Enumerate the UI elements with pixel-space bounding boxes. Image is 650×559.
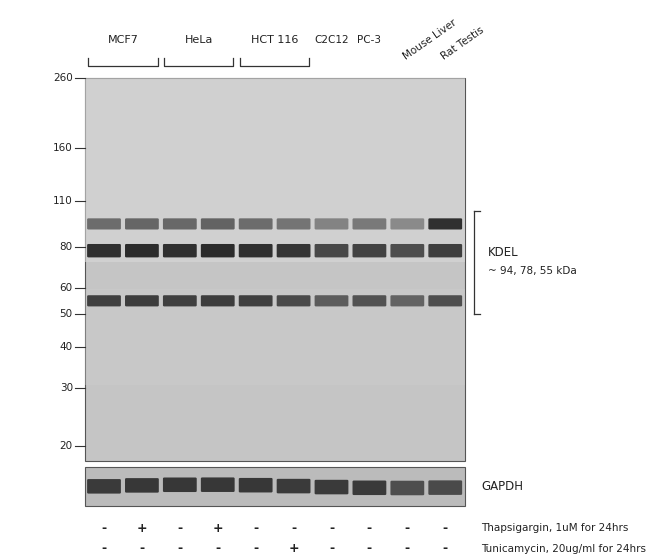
Text: -: - — [101, 522, 107, 535]
FancyBboxPatch shape — [201, 477, 235, 492]
FancyBboxPatch shape — [201, 295, 235, 306]
Text: KDEL: KDEL — [488, 246, 519, 259]
FancyBboxPatch shape — [163, 244, 197, 257]
FancyBboxPatch shape — [428, 295, 462, 306]
Bar — [84, 78, 465, 262]
Text: Tunicamycin, 20ug/ml for 24hrs: Tunicamycin, 20ug/ml for 24hrs — [481, 544, 646, 554]
Text: GAPDH: GAPDH — [481, 480, 523, 493]
FancyBboxPatch shape — [428, 244, 462, 257]
FancyBboxPatch shape — [87, 219, 121, 230]
Text: +: + — [136, 522, 148, 535]
Text: Rat Testis: Rat Testis — [439, 25, 486, 61]
FancyBboxPatch shape — [277, 295, 311, 306]
FancyBboxPatch shape — [352, 219, 386, 230]
Text: MCF7: MCF7 — [107, 35, 138, 45]
Text: -: - — [329, 522, 334, 535]
Text: HeLa: HeLa — [185, 35, 213, 45]
FancyBboxPatch shape — [352, 481, 386, 495]
Text: -: - — [367, 542, 372, 556]
Text: C2C12: C2C12 — [314, 35, 349, 45]
Text: -: - — [367, 522, 372, 535]
FancyBboxPatch shape — [125, 295, 159, 306]
Text: 60: 60 — [60, 283, 73, 293]
FancyBboxPatch shape — [315, 295, 348, 306]
Text: 110: 110 — [53, 196, 73, 206]
Text: ~ 94, 78, 55 kDa: ~ 94, 78, 55 kDa — [488, 266, 577, 276]
Text: -: - — [253, 542, 258, 556]
FancyBboxPatch shape — [277, 244, 311, 257]
FancyBboxPatch shape — [352, 295, 386, 306]
Text: -: - — [215, 542, 220, 556]
Bar — [84, 289, 465, 385]
Text: 160: 160 — [53, 143, 73, 153]
Text: Mouse Liver: Mouse Liver — [402, 17, 459, 61]
FancyBboxPatch shape — [428, 480, 462, 495]
Text: 20: 20 — [60, 441, 73, 451]
Text: 260: 260 — [53, 73, 73, 83]
Text: -: - — [405, 542, 410, 556]
FancyBboxPatch shape — [239, 244, 272, 257]
Text: -: - — [405, 522, 410, 535]
Bar — [84, 467, 465, 506]
FancyBboxPatch shape — [239, 478, 272, 492]
FancyBboxPatch shape — [315, 219, 348, 230]
Text: Thapsigargin, 1uM for 24hrs: Thapsigargin, 1uM for 24hrs — [481, 523, 629, 533]
Text: -: - — [329, 542, 334, 556]
FancyBboxPatch shape — [125, 219, 159, 230]
FancyBboxPatch shape — [428, 219, 462, 230]
FancyBboxPatch shape — [315, 480, 348, 494]
Text: 50: 50 — [60, 310, 73, 320]
FancyBboxPatch shape — [87, 295, 121, 306]
FancyBboxPatch shape — [352, 244, 386, 257]
FancyBboxPatch shape — [239, 219, 272, 230]
FancyBboxPatch shape — [125, 244, 159, 257]
FancyBboxPatch shape — [201, 244, 235, 257]
FancyBboxPatch shape — [277, 219, 311, 230]
FancyBboxPatch shape — [391, 244, 424, 257]
FancyBboxPatch shape — [163, 219, 197, 230]
Text: +: + — [288, 542, 299, 556]
Text: -: - — [177, 542, 183, 556]
FancyBboxPatch shape — [391, 481, 424, 495]
FancyBboxPatch shape — [87, 479, 121, 494]
Text: +: + — [213, 522, 223, 535]
Text: -: - — [443, 542, 448, 556]
Text: -: - — [139, 542, 144, 556]
Text: -: - — [253, 522, 258, 535]
Text: 30: 30 — [60, 383, 73, 393]
FancyBboxPatch shape — [125, 478, 159, 492]
Bar — [84, 78, 465, 461]
Text: PC-3: PC-3 — [358, 35, 382, 45]
Text: -: - — [291, 522, 296, 535]
FancyBboxPatch shape — [315, 244, 348, 257]
FancyBboxPatch shape — [239, 295, 272, 306]
Text: 40: 40 — [60, 342, 73, 352]
FancyBboxPatch shape — [391, 219, 424, 230]
FancyBboxPatch shape — [201, 219, 235, 230]
FancyBboxPatch shape — [391, 295, 424, 306]
Text: HCT 116: HCT 116 — [251, 35, 298, 45]
Text: 80: 80 — [60, 242, 73, 252]
Text: -: - — [443, 522, 448, 535]
FancyBboxPatch shape — [163, 295, 197, 306]
Text: -: - — [101, 542, 107, 556]
Text: -: - — [177, 522, 183, 535]
FancyBboxPatch shape — [87, 244, 121, 257]
FancyBboxPatch shape — [163, 477, 197, 492]
FancyBboxPatch shape — [277, 479, 311, 494]
